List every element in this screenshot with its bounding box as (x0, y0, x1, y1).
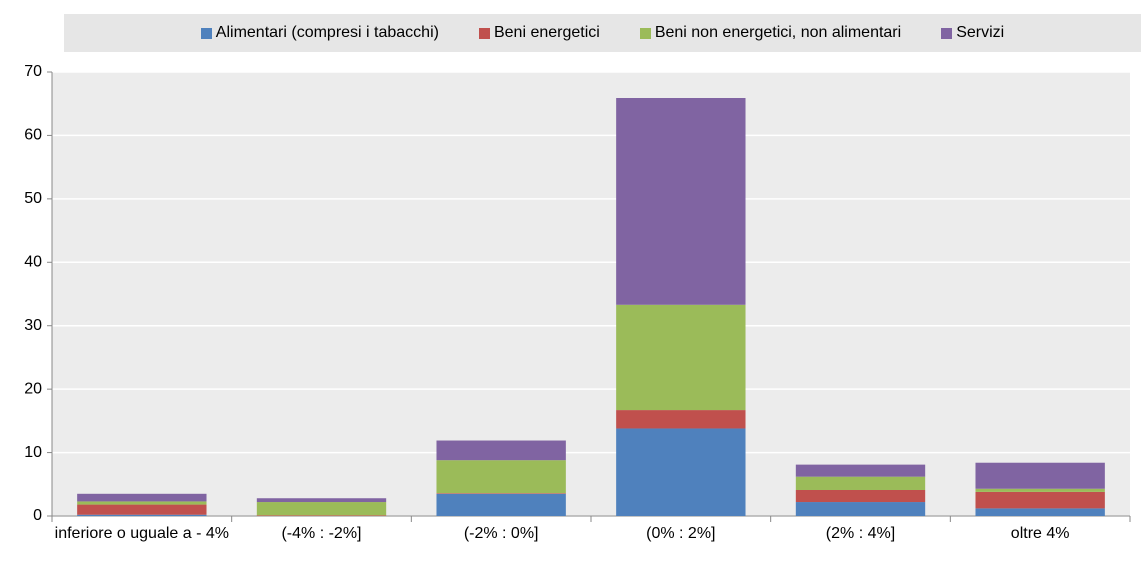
x-tick-label: inferiore o uguale a - 4% (54, 525, 229, 542)
x-tick-label: (0% : 2%] (646, 525, 716, 542)
y-tick-label: 0 (33, 507, 42, 524)
bar-segment (795, 476, 926, 490)
legend: Alimentari (compresi i tabacchi) Beni ene… (64, 14, 1141, 52)
legend-swatch (941, 27, 953, 39)
x-label-box: oltre 4% (1010, 525, 1070, 542)
bar-segment (436, 493, 566, 516)
bar-segment (616, 98, 746, 305)
bar-segment (436, 440, 566, 461)
legend-item: Beni non energetici, non alimentari (639, 24, 902, 42)
legend-label: Beni non energetici, non alimentari (654, 24, 902, 41)
y-tick-label: 40 (24, 254, 42, 271)
bar-segment (77, 493, 207, 502)
legend-swatch (478, 27, 490, 39)
bar-segment (975, 508, 1105, 516)
bar-segment (616, 410, 746, 429)
legend-item: Beni energetici (478, 24, 600, 42)
bar-segment (77, 514, 207, 516)
bar-segment (256, 502, 387, 516)
bar-segment (795, 464, 926, 477)
x-tick-label: (-2% : 0%] (463, 525, 539, 542)
bar-segment (616, 304, 746, 411)
bar-segment (436, 460, 566, 494)
x-tick-label: oltre 4% (1010, 525, 1070, 542)
legend-item: Alimentari (compresi i tabacchi) (200, 24, 439, 42)
x-label-box: inferiore o uguale a - 4% (54, 525, 229, 542)
legend-swatch (639, 27, 651, 39)
y-tick-label: 50 (24, 190, 42, 207)
x-label-box: (-4% : -2%] (281, 525, 362, 542)
y-tick-label: 10 (24, 444, 42, 461)
x-label-box: (0% : 2%] (646, 525, 716, 542)
bar-segment (975, 462, 1105, 489)
bar-segment (616, 428, 746, 516)
x-tick-label: (2% : 4%] (825, 525, 896, 542)
x-label-box: (-2% : 0%] (463, 525, 539, 542)
y-tick-label: 20 (24, 380, 42, 397)
legend-label: Beni energetici (493, 24, 600, 41)
bar-segment (256, 498, 387, 503)
y-tick-label: 60 (24, 127, 42, 144)
bar-segment (975, 491, 1105, 509)
x-tick-label: (-4% : -2%] (281, 525, 362, 542)
y-tick-label: 70 (24, 63, 42, 80)
bar-segment (256, 515, 387, 516)
bar-segment (795, 502, 926, 516)
bar-segment (77, 501, 207, 505)
bar-segment (975, 488, 1105, 492)
plot-area (52, 72, 1130, 516)
bar-segment (795, 489, 926, 503)
legend-label: Alimentari (compresi i tabacchi) (215, 24, 439, 41)
bar-segment (77, 504, 207, 515)
y-tick-label: 30 (24, 317, 42, 334)
x-label-box: (2% : 4%] (825, 525, 896, 542)
legend-label: Servizi (956, 24, 1005, 41)
legend-swatch (200, 27, 212, 39)
bar-segment (436, 493, 566, 494)
legend-item: Servizi (941, 24, 1004, 42)
